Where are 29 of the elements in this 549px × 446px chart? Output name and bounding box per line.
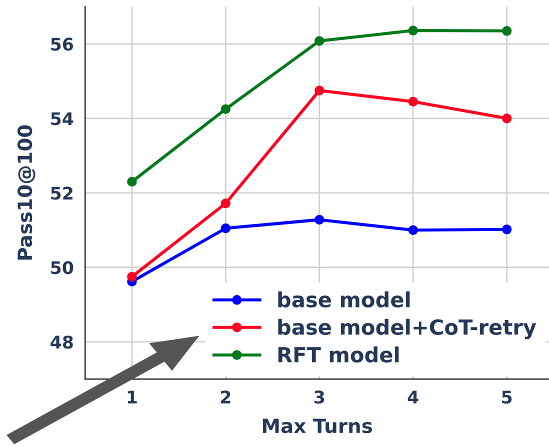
x-axis-title: Max Turns (262, 418, 372, 434)
legend-label: RFT model (278, 346, 399, 363)
x-tick-label: 3 (314, 390, 324, 404)
point (502, 114, 512, 124)
point (127, 272, 137, 282)
point (314, 214, 324, 225)
point (220, 223, 231, 234)
point (408, 26, 418, 36)
point (408, 96, 418, 107)
point (314, 36, 324, 46)
point (502, 224, 512, 234)
x-tick-label: 5 (502, 390, 512, 404)
legend-label: base model (278, 291, 410, 308)
legend-label: base model+CoT-retry (278, 318, 536, 340)
point (408, 225, 418, 235)
y-tick-label: 48 (50, 336, 73, 349)
x-tick-label: 2 (221, 390, 230, 404)
x-tick-label: 1 (128, 390, 137, 404)
point (502, 26, 512, 36)
y-tick-label: 52 (51, 186, 72, 200)
y-axis-title: Pass10@100 (17, 125, 36, 260)
y-tick-label: 54 (51, 112, 74, 126)
y-tick-label: 50 (51, 261, 74, 274)
point (220, 198, 231, 208)
x-tick-label: 4 (408, 390, 418, 404)
y-tick-label: 56 (51, 38, 74, 51)
point (314, 86, 324, 96)
point (127, 176, 137, 187)
point (220, 104, 231, 114)
